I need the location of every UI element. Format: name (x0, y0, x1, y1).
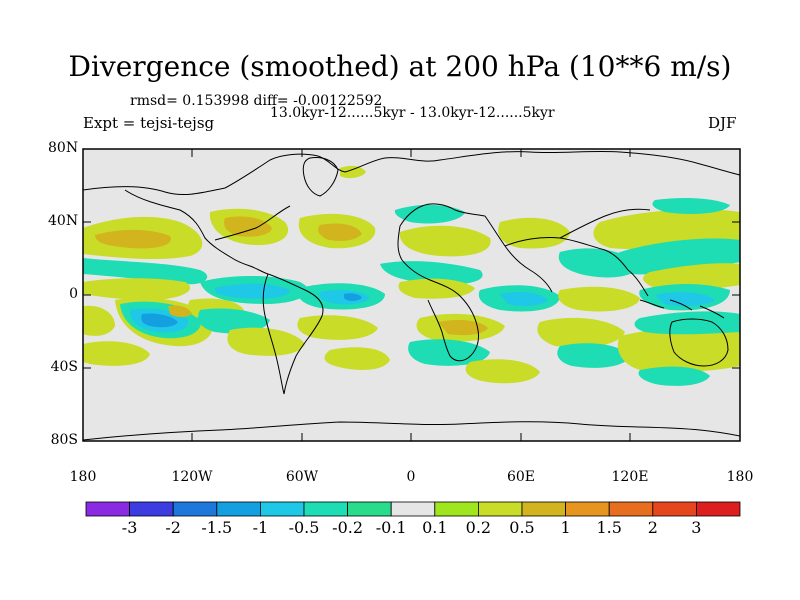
colorbar-swatch (434, 501, 479, 517)
colorbar-swatch (477, 501, 523, 517)
lat-label-40s: 40S (50, 359, 78, 375)
lon-label-60w: 60W (285, 469, 319, 485)
colorbar-swatch (85, 501, 130, 517)
subtitle-text: 13.0kyr-12......5kyr - 13.0kyr-12......5… (270, 105, 555, 121)
lat-label-0: 0 (69, 286, 78, 302)
colorbar-label: -0.2 (332, 518, 364, 537)
season-label: DJF (708, 114, 737, 132)
colorbar-swatch (565, 501, 610, 517)
lat-label-80s: 80S (50, 432, 78, 448)
colorbar (85, 501, 741, 517)
colorbar-label: -0.5 (288, 518, 320, 537)
colorbar-label: 2 (647, 518, 658, 537)
colorbar-label: 0.1 (422, 518, 448, 537)
plot-title: Divergence (smoothed) at 200 hPa (10**6 … (68, 50, 732, 83)
colorbar-swatch (390, 501, 436, 517)
colorbar-label: 0.5 (509, 518, 535, 537)
colorbar-label: -1.5 (201, 518, 233, 537)
colorbar-swatch (129, 501, 174, 517)
colorbar-swatch (216, 501, 261, 517)
colorbar-swatch (696, 501, 741, 517)
lon-label-180w: 180 (69, 469, 97, 485)
colorbar-label: 1 (560, 518, 571, 537)
colorbar-swatch (303, 501, 348, 517)
experiment-label: Expt = tejsi-tejsg (83, 114, 215, 132)
colorbar-label: -1 (252, 518, 269, 537)
colorbar-label: 1.5 (596, 518, 622, 537)
lat-label-40n: 40N (48, 213, 79, 229)
lon-label-180e: 180 (726, 469, 754, 485)
colorbar-label: -3 (121, 518, 138, 537)
lon-label-0: 0 (406, 469, 416, 485)
colorbar-label: 3 (691, 518, 702, 537)
colorbar-swatch (521, 501, 566, 517)
colorbar-swatch (652, 501, 697, 517)
coastlines (83, 150, 740, 441)
colorbar-label: -0.1 (375, 518, 407, 537)
colorbar-swatch (172, 501, 218, 517)
colorbar-label: 0.2 (465, 518, 492, 537)
axis-ticks (82, 148, 741, 442)
colorbar-label: -2 (165, 518, 181, 537)
lon-label-120e: 120E (611, 469, 649, 485)
colorbar-swatch (608, 501, 654, 517)
colorbar-swatch (259, 501, 305, 517)
lon-label-120w: 120W (171, 469, 213, 485)
lon-label-60e: 60E (506, 469, 536, 485)
stats-text: rmsd= 0.153998 diff= -0.00122592 (130, 93, 383, 109)
lat-label-80n: 80N (48, 140, 79, 156)
contour-fields (83, 165, 740, 386)
colorbar-swatch (347, 501, 392, 517)
